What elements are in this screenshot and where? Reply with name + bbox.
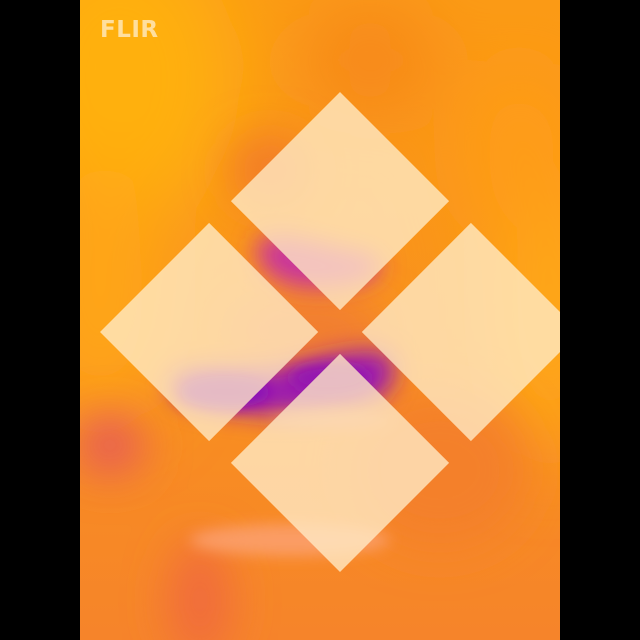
cool-patch-bottom-left <box>170 540 230 640</box>
cooler-patch-top <box>310 10 430 110</box>
flir-watermark: FLIR <box>100 12 560 572</box>
thermal-image: FLIR <box>80 0 560 640</box>
cool-patch-left-edge <box>80 415 145 475</box>
brand-text: FLIR <box>100 16 159 43</box>
flir-logo-icon <box>100 92 560 572</box>
hot-region-top-right <box>460 60 560 240</box>
